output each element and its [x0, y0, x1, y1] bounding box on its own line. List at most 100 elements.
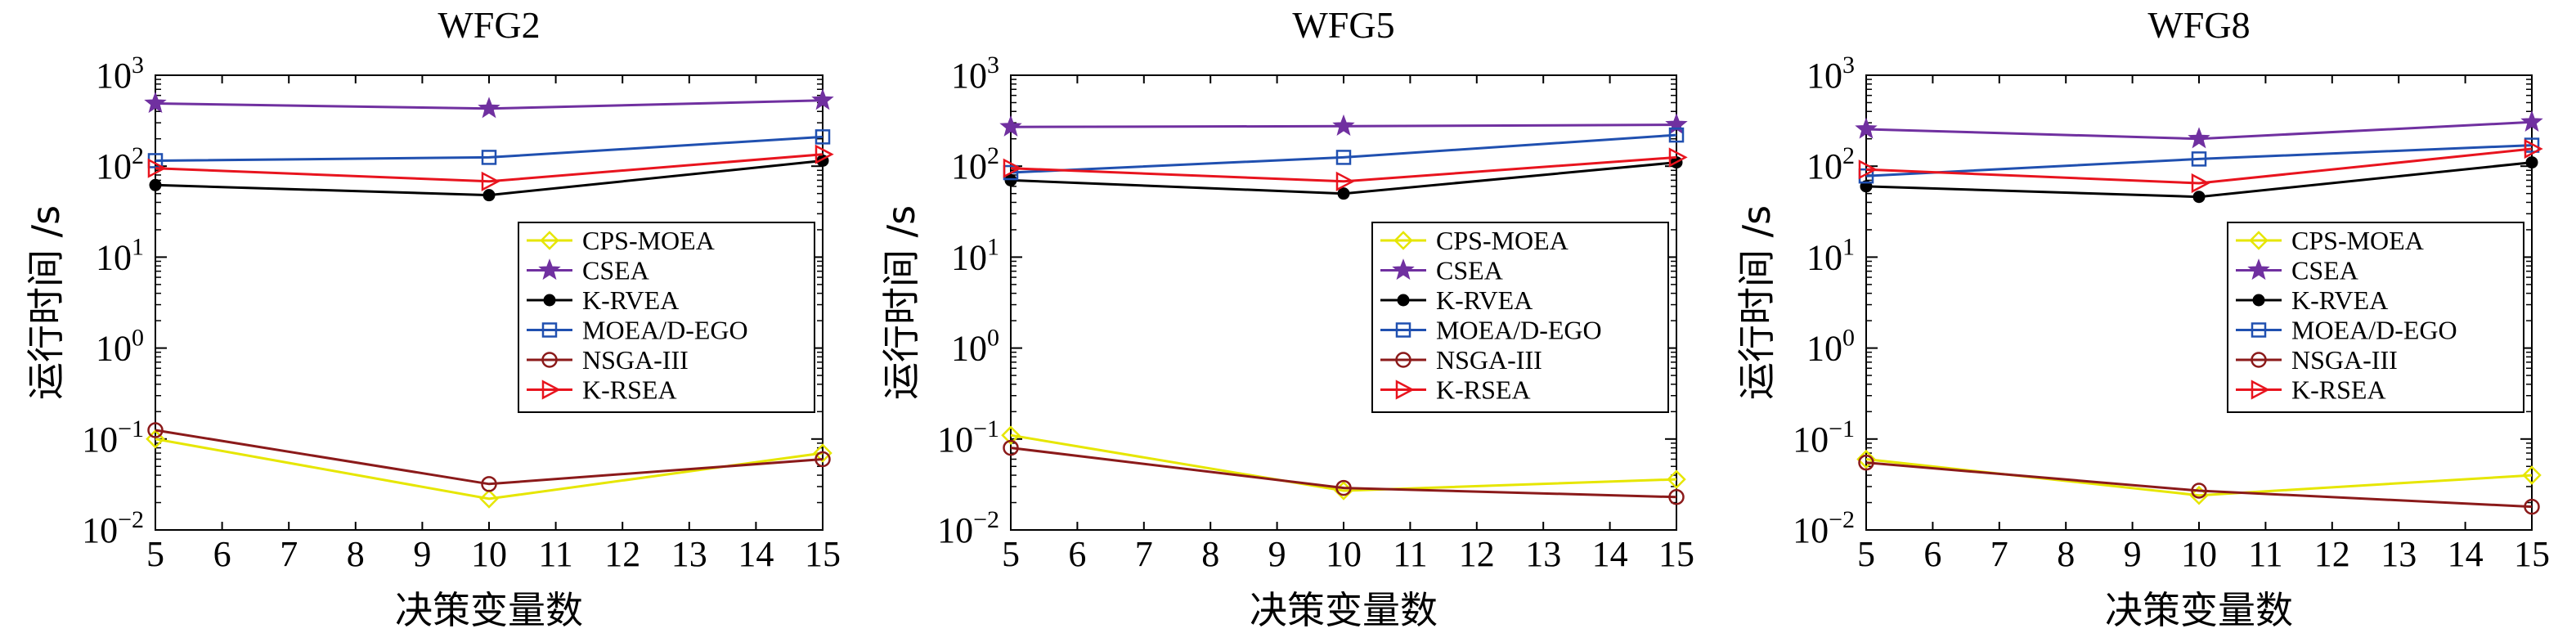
data-point [815, 144, 834, 164]
data-point [479, 489, 499, 509]
legend-label: CSEA [582, 256, 649, 285]
legend-marker [1397, 294, 1410, 307]
x-tick-label: 9 [1268, 534, 1286, 574]
data-point [1335, 171, 1355, 191]
series-line [1010, 433, 1677, 492]
data-point [2524, 138, 2543, 159]
y-tick-label: 103 [96, 52, 144, 96]
data-point [2191, 151, 2207, 167]
chart-panel-wfg8: WFG8 5 6 7 8 9 10 11 12 13 14 15 10−2 10−1 100 101 102 10… [1735, 4, 2550, 632]
data-point [1337, 187, 1350, 200]
series-line [155, 429, 824, 486]
data-point [813, 443, 832, 463]
y-tick-label: 101 [1806, 233, 1855, 277]
series-nsga-iii [1858, 454, 2540, 515]
chart-panel-wfg5: WFG5 5 6 7 8 9 10 11 12 13 14 15 10−2 10−1 100 101 102 10… [879, 4, 1694, 632]
series-k-rsea [1858, 138, 2543, 194]
series-nsga-iii [1003, 439, 1685, 505]
legend-label: K-RSEA [582, 375, 677, 405]
y-tick-label: 102 [1806, 142, 1855, 186]
y-tick-label: 10−2 [1793, 506, 1855, 550]
series-cps-moea [146, 429, 832, 509]
legend: CPS-MOEACSEAK-RVEAMOEA/D-EGONSGA-IIIK-RS… [2227, 222, 2524, 413]
data-point [999, 114, 1022, 137]
x-tick-label: 13 [671, 534, 707, 574]
legend-label: MOEA/D-EGO [582, 316, 748, 345]
x-tick-label: 13 [2381, 534, 2417, 574]
data-point [2188, 127, 2210, 149]
y-axis-label: 运行时间 /s [1735, 205, 1779, 400]
x-tick-label: 10 [2181, 534, 2217, 574]
legend-label: K-RSEA [1436, 375, 1531, 405]
legend-label: MOEA/D-EGO [2291, 316, 2457, 345]
x-axis-label: 决策变量数 [395, 588, 583, 632]
data-point [1667, 469, 1686, 489]
legend-label: K-RVEA [2291, 285, 2388, 315]
legend-marker [1392, 258, 1415, 281]
legend-label: NSGA-III [582, 345, 689, 375]
x-tick-label: 9 [413, 534, 431, 574]
x-tick-label: 12 [2314, 534, 2350, 574]
series-line [1010, 155, 1677, 183]
series-line [155, 135, 824, 162]
data-point [2522, 465, 2542, 485]
series-line [155, 153, 824, 183]
legend-box [2227, 222, 2524, 413]
x-tick-label: 12 [1459, 534, 1495, 574]
series-k-rsea [1003, 147, 1688, 191]
x-tick-label: 11 [538, 534, 572, 574]
y-tick-label: 100 [1806, 325, 1855, 369]
data-point [1858, 159, 1878, 180]
data-point [1668, 127, 1685, 143]
series-cps-moea [1856, 449, 2542, 505]
y-tick-label: 10−1 [82, 415, 144, 460]
x-tick-label: 15 [1658, 534, 1694, 574]
y-tick-label: 100 [96, 325, 144, 369]
series-line [1865, 461, 2533, 509]
series-line [1010, 447, 1677, 499]
data-point [481, 476, 497, 492]
x-tick-label: 8 [1201, 534, 1219, 574]
series-k-rvea [1860, 156, 2538, 204]
legend-label: CSEA [1436, 256, 1503, 285]
x-tick-label: 15 [805, 534, 841, 574]
legend-marker [1395, 379, 1415, 400]
legend-marker [541, 352, 558, 368]
x-tick-label: 14 [2448, 534, 2484, 574]
chart-title: WFG8 [2147, 4, 2250, 46]
data-point [482, 189, 496, 202]
legend: CPS-MOEACSEAK-RVEAMOEA/D-EGONSGA-IIIK-RS… [518, 222, 815, 413]
data-point [815, 451, 831, 468]
legend-marker [2251, 379, 2270, 400]
data-point [815, 129, 831, 145]
legend-label: CPS-MOEA [582, 226, 715, 255]
legend-marker [1395, 352, 1411, 368]
y-tick-label: 10−1 [1793, 415, 1855, 460]
x-tick-label: 9 [2124, 534, 2142, 574]
legend: CPS-MOEACSEAK-RVEAMOEA/D-EGONSGA-IIIK-RS… [1371, 222, 1669, 413]
y-tick-label: 103 [1806, 52, 1855, 96]
x-tick-label: 10 [1326, 534, 1362, 574]
y-tick-label: 10−1 [937, 415, 999, 460]
x-tick-label: 5 [1002, 534, 1020, 574]
legend-marker [541, 379, 561, 400]
series-csea [1855, 110, 2543, 149]
x-tick-label: 11 [2248, 534, 2282, 574]
legend-marker [2251, 352, 2267, 368]
x-tick-label: 7 [280, 534, 298, 574]
legend-label: CPS-MOEA [1436, 226, 1568, 255]
x-tick-label: 13 [1525, 534, 1561, 574]
data-point [144, 92, 167, 114]
series-moea-d-ego [147, 129, 831, 168]
legend-marker [1395, 322, 1411, 338]
data-point [2191, 173, 2210, 194]
series-k-rvea [1004, 156, 1683, 200]
x-tick-label: 14 [1592, 534, 1628, 574]
y-tick-label: 10−2 [937, 506, 999, 550]
data-point [2524, 498, 2540, 515]
legend-label: CPS-MOEA [2291, 226, 2424, 255]
series-moea-d-ego [1858, 137, 2540, 184]
x-tick-label: 8 [347, 534, 365, 574]
y-tick-label: 101 [96, 233, 144, 277]
